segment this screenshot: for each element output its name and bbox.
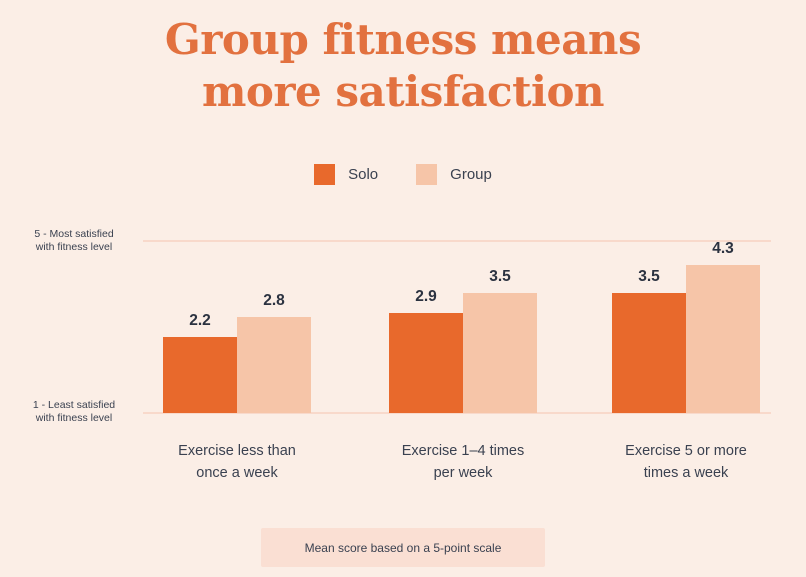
chart-title-line2: more satisfaction (201, 67, 605, 116)
legend-item-solo: Solo (314, 164, 378, 185)
group-swatch-icon (416, 164, 438, 185)
gridline-top (143, 240, 771, 242)
bar-value-solo-0: 2.2 (189, 312, 211, 329)
legend-label-solo: Solo (348, 166, 379, 183)
bar-solo-0 (163, 337, 237, 413)
category-label-1: Exercise 1–4 times per week (401, 443, 525, 481)
bar-group-0 (237, 317, 311, 413)
bar-group-1 (463, 293, 537, 413)
category-label-2: Exercise 5 or more times a week (625, 443, 747, 481)
bar-value-group-0: 2.8 (263, 292, 285, 309)
bar-value-group-2: 4.3 (712, 240, 734, 257)
bar-value-solo-1: 2.9 (415, 288, 437, 305)
chart-title: Group fitness means more satisfaction (0, 14, 806, 118)
chart-title-line1: Group fitness means (164, 15, 642, 64)
footnote-box: Mean score based on a 5-point scale (261, 528, 545, 567)
legend: Solo Group (0, 164, 806, 185)
category-label-0: Exercise less than once a week (178, 443, 296, 481)
bar-solo-2 (612, 293, 686, 413)
bar-value-group-1: 3.5 (489, 268, 511, 285)
y-axis-max-label: 5 - Most satisfied with fitness level (34, 228, 114, 253)
y-axis-min-label: 1 - Least satisfied with fitness level (32, 399, 116, 424)
bar-solo-1 (389, 313, 463, 413)
gridline-baseline (143, 412, 771, 414)
footnote-text: Mean score based on a 5-point scale (304, 540, 502, 555)
legend-label-group: Group (450, 166, 492, 183)
bar-value-solo-2: 3.5 (638, 268, 660, 285)
legend-item-group: Group (416, 164, 492, 185)
solo-swatch-icon (314, 164, 336, 185)
bar-group-2 (686, 265, 760, 413)
